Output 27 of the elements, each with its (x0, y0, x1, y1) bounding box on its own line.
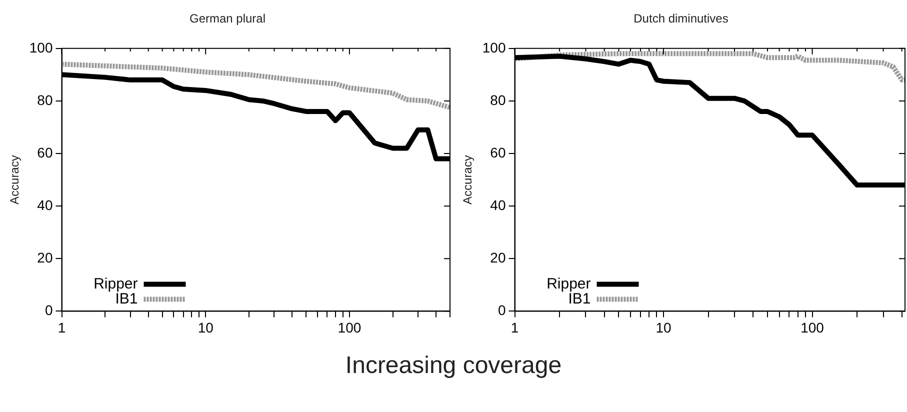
y-tick-label: 80 (37, 92, 53, 108)
y-tick-label: 0 (498, 302, 506, 318)
y-tick-label: 0 (44, 302, 53, 318)
x-tick-label: 10 (656, 319, 672, 336)
legend-label: IB1 (568, 290, 591, 308)
y-tick-label: 100 (29, 39, 53, 56)
y-tick-label: 40 (37, 196, 53, 213)
y-tick-label: 60 (37, 144, 53, 160)
y-tick-label: 80 (490, 92, 506, 108)
chart-title: German plural (189, 12, 266, 26)
y-tick-label: 40 (490, 196, 506, 213)
legend-label: Ripper (94, 275, 138, 292)
x-tick-label: 100 (338, 319, 362, 336)
text: Increasing coverage (344, 352, 563, 380)
legend-label: IB1 (115, 290, 138, 308)
y-tick-label: 60 (490, 144, 506, 160)
legend-label: Ripper (546, 275, 591, 292)
x-tick-label: 1 (58, 319, 66, 336)
x-tick-label: 1 (510, 319, 519, 336)
y-tick-label: 20 (490, 250, 506, 266)
x-tick-label: 10 (198, 319, 214, 336)
y-axis-title: Accuracy (8, 155, 22, 204)
y-tick-label: 20 (37, 250, 53, 266)
x-tick-label: 100 (800, 319, 824, 336)
y-tick-label: 100 (482, 39, 506, 56)
y-axis-title: Accuracy (460, 155, 475, 204)
chart-title: Dutch diminutives (634, 12, 728, 26)
